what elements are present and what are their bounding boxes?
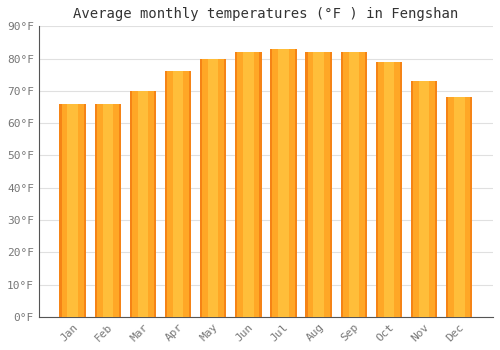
Bar (235, 52, 262, 317)
Bar (454, 97, 464, 317)
Bar (376, 62, 402, 317)
Bar (278, 49, 289, 317)
Bar (314, 52, 324, 317)
Bar (102, 104, 113, 317)
Bar (446, 97, 448, 317)
Bar (365, 52, 367, 317)
Bar (130, 91, 156, 317)
Bar (270, 49, 272, 317)
Bar (165, 71, 191, 317)
Bar (400, 62, 402, 317)
Bar (260, 52, 262, 317)
Bar (340, 52, 342, 317)
Bar (306, 52, 308, 317)
Bar (348, 52, 359, 317)
Bar (208, 58, 218, 317)
Bar (84, 104, 86, 317)
Bar (200, 58, 226, 317)
Bar (94, 104, 121, 317)
Bar (411, 81, 413, 317)
Bar (419, 81, 430, 317)
Bar (270, 49, 296, 317)
Bar (119, 104, 121, 317)
Bar (376, 62, 378, 317)
Bar (138, 91, 148, 317)
Bar (200, 58, 202, 317)
Bar (68, 104, 78, 317)
Bar (435, 81, 438, 317)
Bar (154, 91, 156, 317)
Bar (189, 71, 191, 317)
Bar (94, 104, 96, 317)
Bar (340, 52, 367, 317)
Bar (173, 71, 184, 317)
Bar (165, 71, 167, 317)
Title: Average monthly temperatures (°F ) in Fengshan: Average monthly temperatures (°F ) in Fe… (74, 7, 458, 21)
Bar (470, 97, 472, 317)
Bar (446, 97, 472, 317)
Bar (384, 62, 394, 317)
Bar (60, 104, 62, 317)
Bar (330, 52, 332, 317)
Bar (243, 52, 254, 317)
Bar (60, 104, 86, 317)
Bar (306, 52, 332, 317)
Bar (130, 91, 132, 317)
Bar (224, 58, 226, 317)
Bar (235, 52, 238, 317)
Bar (411, 81, 438, 317)
Bar (294, 49, 296, 317)
